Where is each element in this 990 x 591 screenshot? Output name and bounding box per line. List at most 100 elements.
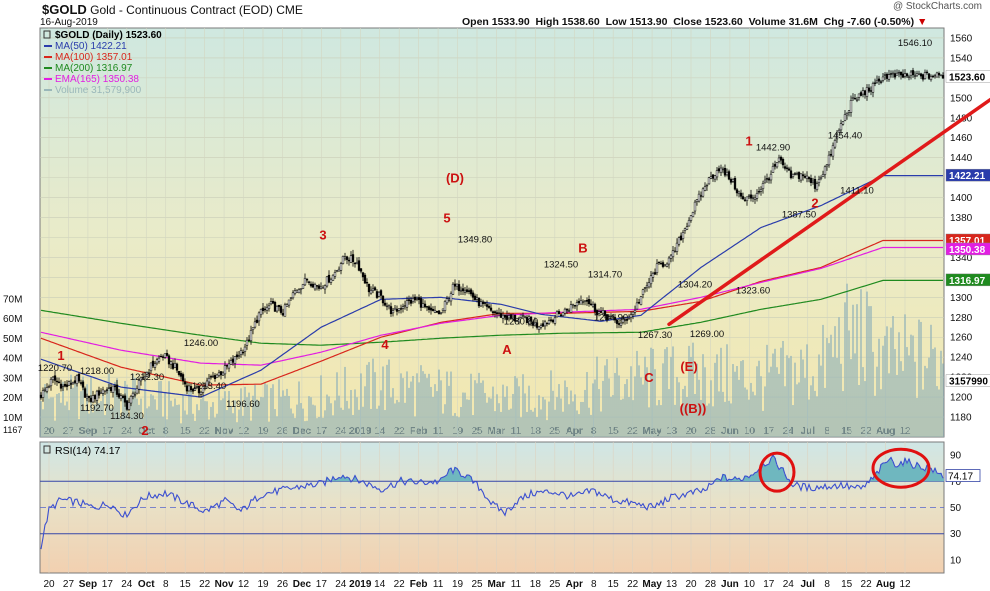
volume-bar: [322, 417, 324, 437]
volume-bar: [792, 405, 794, 437]
volume-bar: [716, 354, 718, 437]
price-candle-body: [851, 97, 855, 99]
price-candle-body: [117, 393, 121, 398]
volume-bar: [258, 400, 260, 437]
volume-bar: [692, 342, 694, 437]
rsi-panel: 20 27 Sep 17 24 Oct 8 15 22 Nov 12 19 26 Dec 17 24 2019 1…: [39, 441, 981, 590]
price-candle-body: [387, 305, 391, 308]
price-candle-body: [873, 82, 877, 84]
volume-bar: [336, 372, 338, 437]
volume-bar: [508, 409, 510, 437]
price-candle-body: [897, 71, 901, 74]
price-candle-body: [65, 384, 69, 387]
price-candle-body: [291, 292, 295, 299]
price-candle-body: [773, 164, 777, 167]
price-axis-tick-label: 1500: [950, 93, 973, 104]
indicator-value-tag-box: [945, 168, 990, 182]
price-candle-body: [341, 255, 345, 264]
volume-bar: [860, 289, 862, 437]
volume-bar: [256, 399, 258, 437]
price-candle-body: [269, 301, 273, 305]
volume-bar: [96, 393, 98, 437]
volume-bar: [698, 379, 700, 437]
volume-bar: [300, 403, 302, 437]
price-candle-body: [175, 363, 179, 371]
price-candle-body: [305, 278, 309, 281]
volume-bar: [798, 382, 800, 437]
x-axis-tick-label: 13: [666, 426, 678, 437]
volume-bar: [932, 348, 934, 437]
rsi-x-axis-tick-label: 13: [666, 579, 678, 590]
volume-bar: [202, 395, 204, 437]
rsi-x-axis-tick-label: 28: [705, 579, 717, 590]
volume-bar: [422, 371, 424, 437]
volume-bar: [82, 376, 84, 437]
price-candle-body: [39, 394, 43, 398]
volume-bar: [724, 401, 726, 437]
price-candle-body: [849, 100, 853, 113]
volume-bar: [564, 380, 566, 437]
price-candle-body: [127, 402, 131, 410]
rsi-x-axis-tick-label: 12: [238, 579, 250, 590]
volume-bar: [514, 376, 516, 437]
price-candle-body: [111, 385, 115, 393]
price-candle-body: [883, 74, 887, 76]
volume-bar: [224, 391, 226, 437]
rsi-axis-tick-label: 70: [950, 477, 962, 488]
price-candle-body: [491, 311, 495, 314]
price-candle-body: [787, 168, 791, 171]
volume-bar: [72, 387, 74, 437]
price-candle-body: [465, 289, 469, 292]
volume-bar: [486, 402, 488, 437]
price-candle-body: [257, 312, 261, 322]
price-annotation: 1246.00: [184, 338, 218, 349]
watermark: @ StockCharts.com: [892, 1, 982, 12]
price-candle-body: [821, 174, 825, 177]
price-candle-body: [923, 72, 927, 80]
volume-bar: [208, 419, 210, 437]
price-candle-body: [839, 123, 843, 131]
price-candle-body: [375, 291, 379, 298]
price-candle-body: [753, 197, 757, 200]
price-candle-body: [799, 173, 803, 181]
indicator-value-tag: 1316.97: [949, 276, 986, 287]
price-candle-body: [193, 386, 197, 391]
volume-bar: [702, 354, 704, 437]
price-candle-body: [365, 282, 369, 284]
price-annotation: 1220.70: [38, 363, 72, 374]
volume-bar: [452, 415, 454, 437]
volume-bar: [210, 406, 212, 437]
price-candle-body: [539, 325, 543, 328]
price-candle-body: [281, 313, 285, 316]
price-candle-body: [481, 301, 485, 304]
price-candle-body: [763, 179, 767, 183]
price-candle-body: [937, 73, 941, 76]
quote-summary: Open 1533.90 High 1538.60 Low 1513.90 Cl…: [462, 16, 927, 28]
volume-bar: [254, 384, 256, 437]
volume-bar: [518, 386, 520, 437]
volume-bar: [612, 395, 614, 437]
price-candle-body: [349, 255, 353, 263]
price-candle-body: [881, 76, 885, 81]
volume-bar: [608, 378, 610, 437]
volume-bar: [446, 371, 448, 437]
price-candle-body: [823, 166, 827, 175]
volume-bar: [870, 306, 872, 437]
price-candle-body: [223, 365, 227, 375]
volume-bar: [274, 409, 276, 437]
price-candle-body: [841, 121, 845, 125]
volume-bar: [624, 384, 626, 437]
price-candle-body: [807, 177, 811, 180]
price-candle-body: [431, 309, 435, 312]
volume-bar: [788, 358, 790, 437]
volume-bar: [162, 416, 164, 437]
volume-bar: [600, 411, 602, 437]
rsi-x-axis-tick-label: 15: [608, 579, 620, 590]
price-candle-body: [683, 228, 687, 231]
volume-bar: [634, 376, 636, 437]
price-candles: [39, 67, 945, 412]
volume-bar: [678, 382, 680, 437]
price-candle-body: [181, 374, 185, 382]
price-candle-body: [379, 290, 383, 296]
price-candle-body: [443, 301, 447, 311]
